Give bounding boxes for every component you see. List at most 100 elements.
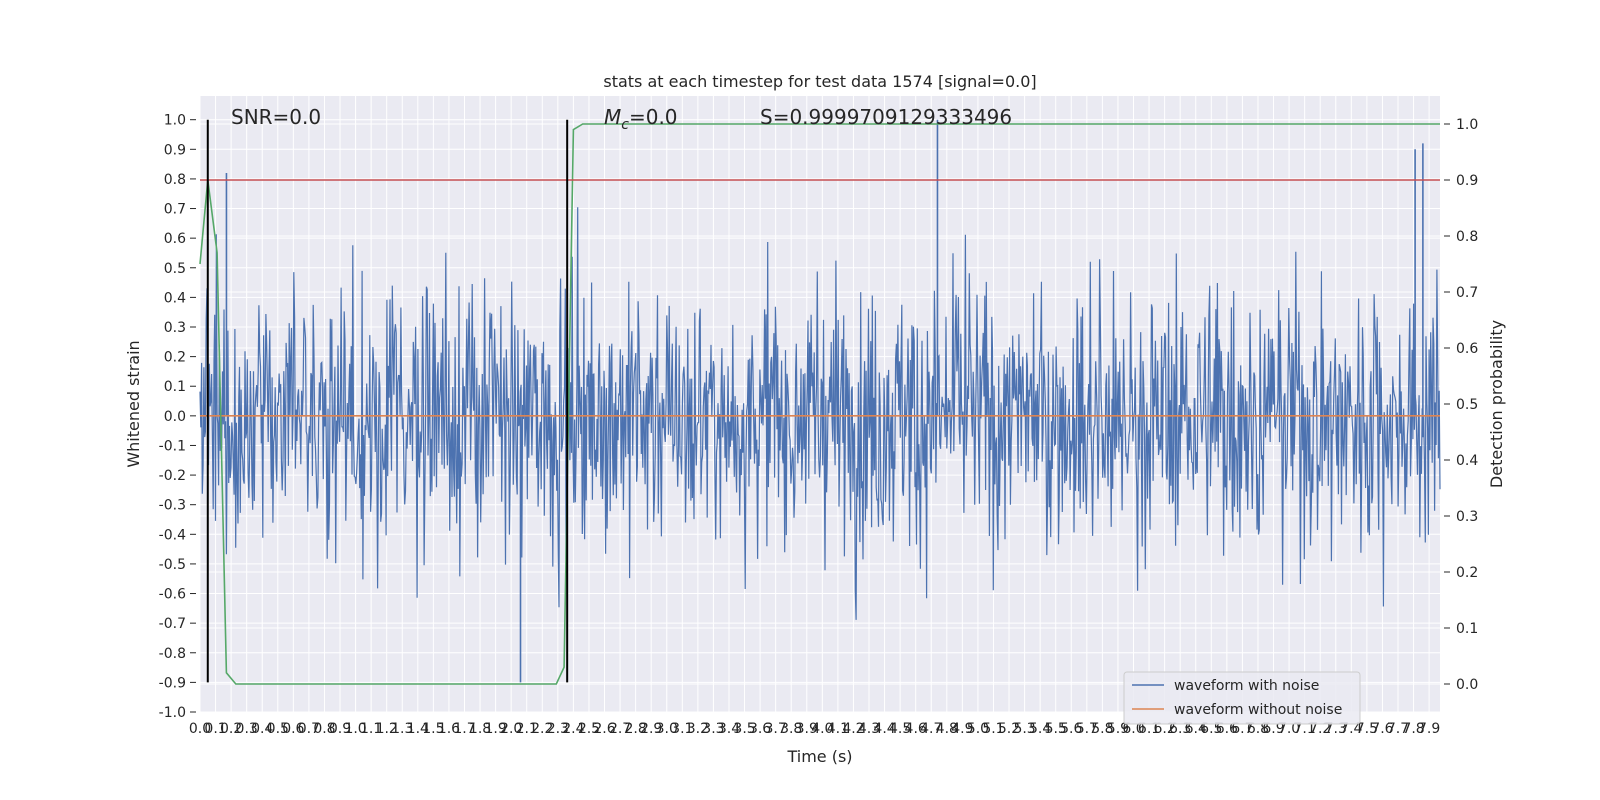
- x-tick-label: 0.1: [204, 721, 226, 737]
- legend-label-waveform-with-noise: waveform with noise: [1174, 678, 1319, 694]
- x-tick-label: 4.3: [858, 721, 880, 737]
- x-tick-label: 5.5: [1045, 721, 1067, 737]
- y2-tick-label: 0.6: [1456, 341, 1478, 357]
- x-tick-label: 1.9: [484, 721, 506, 737]
- series-line-detection-probability: [199, 123, 1440, 685]
- x-tick-label: 4.5: [889, 721, 911, 737]
- y-tick-label: 0.5: [164, 261, 186, 277]
- x-tick-label: 5.4: [1029, 721, 1051, 737]
- x-tick-label: 6.8: [1247, 721, 1269, 737]
- y2-tick-label: 0.5: [1456, 397, 1478, 413]
- x-tick-label: 6.6: [1216, 721, 1238, 737]
- x-tick-label: 0.2: [220, 721, 242, 737]
- y2-tick-label: 0.4: [1456, 453, 1478, 469]
- x-tick-label: 7.2: [1309, 721, 1331, 737]
- x-tick-label: 7.4: [1340, 721, 1362, 737]
- legend-box: [1123, 671, 1361, 725]
- x-tick-label: 6.5: [1200, 721, 1222, 737]
- tick-labels: 0.00.10.20.30.40.50.60.70.80.91.01.11.21…: [159, 113, 1479, 737]
- y-tick-label: 0.0: [164, 409, 186, 425]
- x-tick-label: 4.9: [951, 721, 973, 737]
- x-tick-label: 1.4: [407, 721, 429, 737]
- x-tick-label: 0.5: [267, 721, 289, 737]
- y-tick-label: -0.8: [159, 646, 186, 662]
- x-tick-label: 1.2: [376, 721, 398, 737]
- x-tick-label: 3.6: [749, 721, 771, 737]
- x-tick-label: 5.1: [982, 721, 1004, 737]
- x-tick-label: 0.7: [298, 721, 320, 737]
- x-tick-label: 7.0: [1278, 721, 1300, 737]
- x-tick-label: 4.6: [905, 721, 927, 737]
- x-tick-label: 6.3: [1169, 721, 1191, 737]
- x-tick-label: 7.5: [1356, 721, 1378, 737]
- y-tick-label: -0.4: [159, 527, 186, 543]
- mc-value: =0.0: [629, 105, 678, 129]
- y-tick-label: -1.0: [159, 705, 186, 721]
- y2-tick-label: 0.0: [1456, 677, 1478, 693]
- x-axis-label: Time (s): [786, 747, 852, 766]
- x-tick-label: 2.7: [609, 721, 631, 737]
- x-tick-label: 3.8: [780, 721, 802, 737]
- x-tick-label: 6.4: [1185, 721, 1207, 737]
- x-tick-label: 4.2: [842, 721, 864, 737]
- x-tick-label: 7.6: [1371, 721, 1393, 737]
- x-tick-label: 0.4: [251, 721, 273, 737]
- x-tick-label: 3.2: [687, 721, 709, 737]
- x-tick-label: 0.8: [313, 721, 335, 737]
- x-tick-label: 1.3: [391, 721, 413, 737]
- mc-symbol: M: [604, 105, 621, 129]
- x-tick-label: 0.6: [282, 721, 304, 737]
- x-tick-label: 5.9: [1107, 721, 1129, 737]
- y-tick-label: -0.6: [159, 587, 186, 603]
- x-tick-label: 5.7: [1076, 721, 1098, 737]
- snr-annotation: SNR=0.0: [231, 105, 321, 129]
- x-tick-label: 6.7: [1231, 721, 1253, 737]
- x-tick-label: 3.4: [718, 721, 740, 737]
- x-tick-label: 2.8: [625, 721, 647, 737]
- x-tick-label: 3.9: [796, 721, 818, 737]
- y-tick-label: -0.2: [159, 468, 186, 484]
- x-tick-label: 7.7: [1387, 721, 1409, 737]
- x-tick-label: 2.2: [531, 721, 553, 737]
- x-tick-label: 2.1: [516, 721, 538, 737]
- y-tick-label: 0.4: [164, 290, 186, 306]
- mc-subscript: c: [621, 117, 629, 133]
- x-tick-label: 6.1: [1138, 721, 1160, 737]
- x-tick-label: 4.8: [936, 721, 958, 737]
- y2-tick-label: 0.7: [1456, 285, 1478, 301]
- x-tick-label: 4.0: [811, 721, 833, 737]
- y-tick-label: 0.6: [164, 231, 186, 247]
- y2-tick-label: 0.3: [1456, 509, 1478, 525]
- x-tick-label: 1.5: [422, 721, 444, 737]
- y-tick-label: 0.3: [164, 320, 186, 336]
- y2-tick-label: 0.2: [1456, 565, 1478, 581]
- y2-tick-label: 0.1: [1456, 621, 1478, 637]
- x-tick-label: 1.1: [360, 721, 382, 737]
- y-tick-label: 0.2: [164, 350, 186, 366]
- x-tick-label: 1.8: [469, 721, 491, 737]
- x-tick-label: 5.6: [1060, 721, 1082, 737]
- x-tick-label: 2.5: [578, 721, 600, 737]
- x-tick-label: 7.1: [1294, 721, 1316, 737]
- x-tick-label: 3.7: [765, 721, 787, 737]
- y2-tick-label: 0.9: [1456, 173, 1478, 189]
- x-tick-label: 0.3: [236, 721, 258, 737]
- legend: waveform with noise waveform without noi…: [1123, 671, 1361, 725]
- y-tick-label: -0.7: [159, 616, 186, 632]
- mc-annotation: Mc=0.0: [604, 105, 678, 133]
- x-tick-label: 5.3: [1013, 721, 1035, 737]
- x-tick-label: 0.0: [189, 721, 211, 737]
- y2-tick-label: 0.8: [1456, 229, 1478, 245]
- y2-axis-label: Detection probability: [1487, 320, 1506, 488]
- noise-waveform-line: [199, 207, 1441, 620]
- score-annotation: S=0.9999709129333496: [760, 105, 1012, 129]
- y-tick-label: -0.1: [159, 438, 186, 454]
- x-tick-label: 0.9: [329, 721, 351, 737]
- x-tick-label: 3.0: [656, 721, 678, 737]
- x-tick-label: 2.6: [593, 721, 615, 737]
- x-tick-label: 3.3: [702, 721, 724, 737]
- x-tick-label: 3.1: [671, 721, 693, 737]
- y-tick-label: -0.5: [159, 557, 186, 573]
